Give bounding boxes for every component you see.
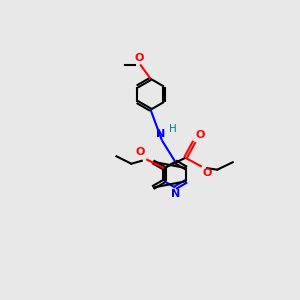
Text: O: O (203, 168, 212, 178)
Text: O: O (135, 147, 144, 157)
Text: N: N (171, 189, 180, 199)
Text: H: H (169, 124, 177, 134)
Text: O: O (134, 53, 144, 63)
Text: O: O (196, 130, 205, 140)
Text: N: N (156, 128, 165, 139)
